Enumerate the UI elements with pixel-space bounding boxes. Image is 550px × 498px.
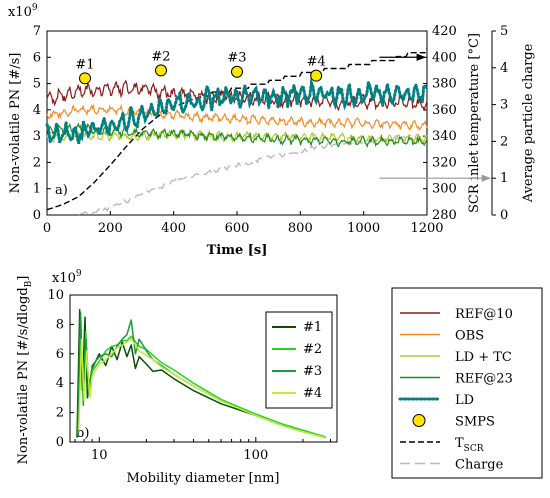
smps-marker-label: #1 [75, 57, 94, 72]
panel-a-series [45, 48, 429, 216]
panel-a-ytick-label: 3 [33, 129, 41, 144]
panel-a-xtick-label: 0 [43, 221, 51, 236]
smps-marker-label: #2 [151, 49, 170, 64]
panel-b-legend-label: #1 [303, 320, 322, 335]
legend-label: TSCR [455, 436, 484, 454]
main-legend-box [391, 287, 543, 479]
legend-swatch-smps [412, 414, 426, 427]
panel-b-ylabel: Non-volatile PN [#/s/dlogdB] [16, 276, 34, 465]
legend-label: SMPS [455, 415, 495, 430]
panel-a-xtick-label: 400 [161, 221, 186, 236]
legend-label: REF@10 [455, 307, 513, 322]
legend-label: REF@23 [455, 372, 513, 387]
panel-a-multiplier-exp: 9 [32, 3, 38, 13]
smps-marker [231, 65, 243, 78]
panel-b-legend-label: #2 [303, 342, 322, 357]
panel-a-ytick-right2-label: 0 [500, 208, 508, 223]
panel-a: x109 a) Time [s] Non-volatile PN [#/s] S… [8, 3, 536, 258]
panel-a-ytick-right1-label: 420 [432, 24, 457, 39]
panel-b-ylabel-sub: B [24, 280, 34, 287]
smps-marker [155, 64, 167, 77]
panel-a-xlabel: Time [s] [207, 243, 268, 258]
smps-marker [310, 69, 323, 82]
panel-a-ytick-right2-label: 1 [500, 171, 508, 186]
panel-b-plot-area [69, 294, 338, 443]
panel-a-ytick-right1-label: 320 [432, 155, 457, 170]
series-obs [46, 103, 428, 132]
panel-b-xtick-label: 100 [243, 448, 268, 463]
panel-a-xtick-label: 200 [98, 221, 123, 236]
panel-b-ytick-label: 8 [56, 317, 64, 332]
panel-b-xlabel: Mobility diameter [nm] [127, 471, 280, 486]
panel-a-ytick-label: 4 [33, 103, 41, 118]
panel-b-ticks: 10 100 0 2 4 6 8 10 [47, 288, 332, 463]
panel-b: x109 b) Mobility diameter [nm] Non-volat… [16, 269, 338, 486]
panel-b-legend-label: #4 [303, 386, 322, 401]
panel-a-xtick-label: 1200 [410, 221, 443, 236]
series-ld [45, 76, 429, 148]
panel-b-series [76, 308, 327, 439]
legend-label: LD + TC [455, 350, 512, 365]
panel-a-xtick-label: 1000 [347, 221, 380, 236]
panel-b-ytick-label: 6 [56, 347, 64, 362]
panel-a-arrows [379, 53, 492, 182]
panel-a-ytick-right1-label: 340 [432, 129, 457, 144]
panel-a-markers: #1 #2 #3 #4 [75, 49, 326, 85]
legend-label: OBS [455, 329, 484, 344]
series-tscr [46, 48, 428, 211]
panel-a-xtick-label: 600 [225, 221, 250, 236]
panel-a-ytick-right2-label: 3 [500, 98, 508, 113]
panel-b-legend-label: #3 [303, 364, 322, 379]
series-ref-23 [46, 122, 428, 149]
panel-b-multiplier-exp: 9 [76, 269, 82, 279]
panel-a-multiplier: x109 [8, 3, 38, 20]
panel-a-ytick-right2-label: 2 [500, 134, 508, 149]
panel-b-ytick-label: 10 [47, 288, 64, 303]
legend-label: Charge [455, 458, 504, 473]
smps-marker-label: #3 [227, 51, 246, 66]
panel-a-ytick-right1-label: 400 [432, 50, 457, 65]
panel-a-ytick-right1-label: 380 [432, 77, 457, 92]
panel-a-ylabel: Non-volatile PN [#/s] [8, 53, 23, 194]
panel-a-ytick-label: 2 [33, 155, 41, 170]
panel-a-xtick-label: 800 [288, 221, 313, 236]
panel-a-ytick-label: 1 [33, 182, 41, 197]
legend-label: LD [455, 393, 474, 408]
panel-b-series-1 [76, 308, 326, 439]
panel-b-ytick-label: 4 [56, 376, 64, 391]
panel-a-ytick-right1-label: 280 [432, 208, 457, 223]
panel-a-label: a) [55, 183, 68, 198]
panel-b-ytick-label: 2 [56, 406, 64, 421]
panel-a-ytick-label: 5 [33, 77, 41, 92]
panel-b-ylabel-end: ] [16, 276, 31, 281]
panel-a-ytick-right2-label: 4 [500, 61, 508, 76]
panel-a-ytick-right1-label: 360 [432, 103, 457, 118]
main-legend: REF@10 OBS LD + TC REF@23 LD SMPS TSCR Charge [391, 287, 543, 479]
panel-b-multiplier: x109 [52, 269, 82, 286]
panel-b-series-4 [78, 338, 326, 439]
panel-a-ytick-right1-label: 300 [432, 182, 457, 197]
panel-b-legend: #1 #2 #3 #4 [265, 311, 333, 409]
smps-marker [79, 72, 91, 85]
panel-a-ytick-right2-label: 5 [500, 24, 508, 39]
panel-a-ticks: 0 200 400 600 800 1000 12000123456728030032034… [33, 24, 509, 236]
panel-a-ytick-label: 0 [33, 208, 41, 223]
panel-a-ylabel-right1: SCR inlet temperature [°C] [467, 33, 482, 213]
panel-b-xtick-label: 10 [91, 448, 108, 463]
panel-a-ylabel-right2: Average particle charge [521, 43, 536, 203]
panel-a-ytick-label: 7 [33, 24, 41, 39]
series-charge [78, 133, 427, 216]
panel-a-ytick-label: 6 [33, 50, 41, 65]
panel-b-ytick-label: 0 [56, 435, 64, 450]
smps-marker-label: #4 [307, 55, 326, 70]
